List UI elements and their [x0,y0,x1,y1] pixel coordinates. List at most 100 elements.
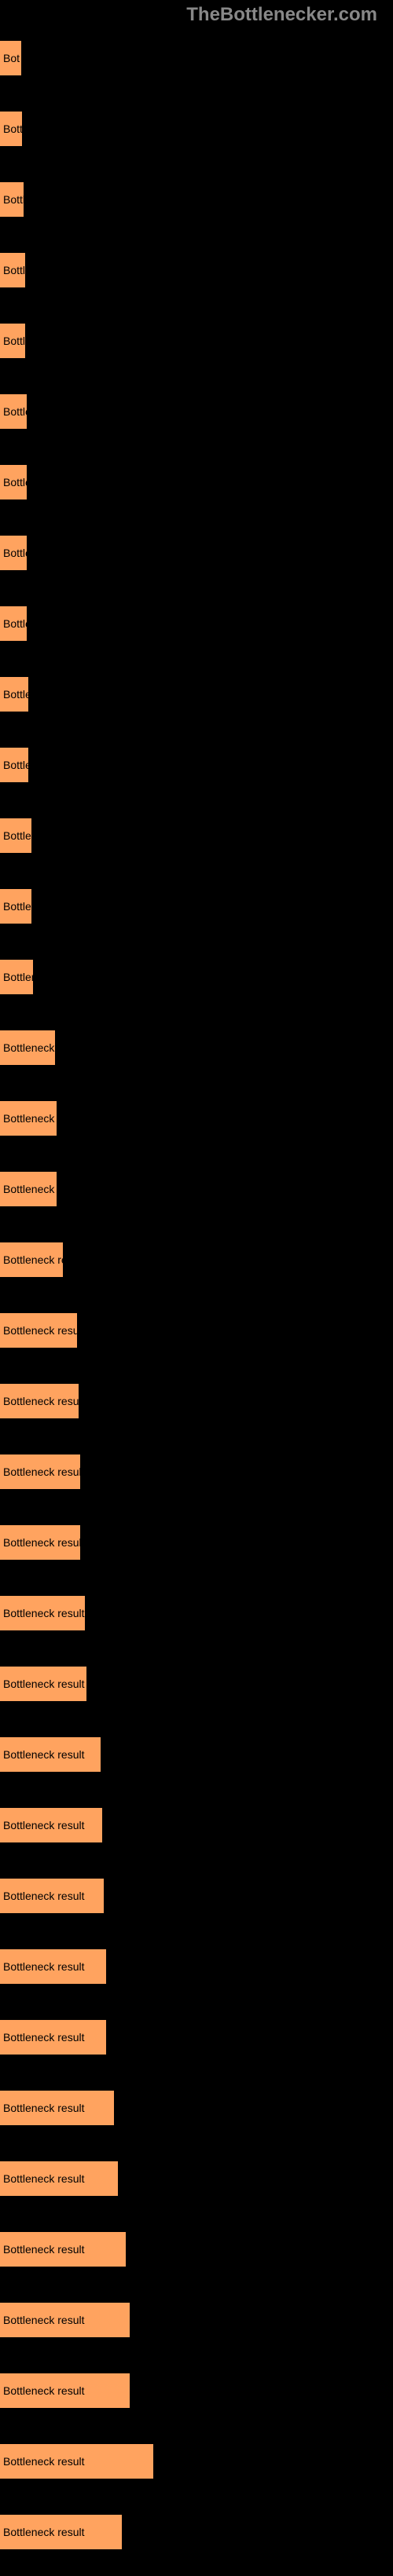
bar: Bottl [0,182,24,217]
bar-label: Bottle [3,688,31,701]
bar: Bottle [0,253,25,287]
bar-label: Bottleneck result [3,2384,85,2397]
bar-label: Bottle [3,617,31,630]
bar: Bottle [0,394,27,429]
bar-label: Bottle [3,335,31,347]
bar-row: Bottleneck result [0,1649,393,1718]
bar: Bottleneck result [0,1384,79,1418]
bar-label: Bottlene [3,829,43,842]
bar-row: Bottleneck result [0,2073,393,2142]
bar-row: Bottleneck result 4 [0,2427,393,2496]
bar-row: Bottlene [0,942,393,1012]
chart-container: BotBottBottlBottleBottleBottleBottleBott… [0,0,393,2576]
bar: Bottleneck result [0,2232,126,2267]
bar-label: Bottleneck result [3,2031,85,2044]
bar: Bottleneck result [0,1596,85,1630]
bar-label: Bottleneck result [3,2526,85,2538]
bar-row: Bottleneck result [0,2497,393,2567]
bar-row: Bottleneck result [0,1861,393,1930]
bar: Bottleneck result4 [0,2444,153,2479]
bar: Bottle [0,606,27,641]
bar-label: Bott [3,123,23,135]
bar-label: Bottleneck result [3,1819,85,1831]
bar: Bottleneck result [0,1879,104,1913]
bar: Bottle [0,324,25,358]
bar-row: Bottle [0,377,393,446]
bar-row: Bottle [0,448,393,517]
bar-label: Bot [3,52,20,64]
bar-row: Bottleneck result [0,1225,393,1294]
bar-row: Bottleneck result [0,1367,393,1436]
bar: Bottleneck result3 [0,2303,130,2337]
bar: Bot [0,41,21,75]
bar-label: Bottleneck result [3,1890,85,1902]
bar-label: Bottlene [3,900,43,913]
bar-label: Bottle [3,405,31,418]
bar: Bottleneck re [0,1030,55,1065]
bar-label: Bottleneck result [3,1112,85,1125]
bar: Bottleneck result3 [0,2373,130,2408]
bar: Bottler [0,748,28,782]
bar-label: Bottleneck result [3,1324,85,1337]
bar-row: Bottle [0,306,393,375]
bar-label: Bottleneck result [3,1395,85,1407]
bar-row: Bottleneck re [0,1013,393,1082]
bar: Bottleneck result [0,2020,106,2055]
bar-value: 3 [147,2384,153,2397]
bar-label: Bottle [3,476,31,488]
bar-label: Bottleneck result [3,2455,85,2468]
bar-row: Bottleneck result [0,1791,393,1860]
bar-label: Bottleneck result [3,1465,85,1478]
bar: Bottleneck result [0,1242,63,1277]
bar-row: Bottleneck result [0,1932,393,2001]
bar-row: Bottleneck result [0,1720,393,1789]
bar-row: Bottleneck result 3 [0,2285,393,2355]
bar-row: Bottlene [0,872,393,941]
bar: Bottle [0,465,27,499]
bar-label: Bottleneck result [3,1748,85,1761]
bar-row: Bottle [0,660,393,729]
bar-label: Bottleneck result [3,1607,85,1619]
bar-label: Bottleneck res [3,1183,73,1195]
bar-label: Bottleneck result [3,1678,85,1690]
bar-label: Bottleneck result [3,1536,85,1549]
bar-row: Bottleneck result [0,2215,393,2284]
bar: Bottleneck result [0,1808,102,1842]
bar-label: Bottleneck result [3,2172,85,2185]
bar-label: Bottleneck result [3,2314,85,2326]
bar: Bottleneck result [0,1454,80,1489]
bar-row: Bottle [0,518,393,587]
bar-row: Bottleneck res [0,1154,393,1224]
bar-row: Bottle [0,589,393,658]
bar-row: Bottleneck result [0,1296,393,1365]
bar-row: Bottl [0,165,393,234]
bar: Bottleneck result [0,1525,80,1560]
bar-row: Bot [0,24,393,93]
bar-row: Bottle [0,236,393,305]
bar-row: Bottlene [0,801,393,870]
bar: Bottle [0,536,27,570]
bar-row: Bottleneck result [0,1437,393,1506]
bar-row: Bottleneck result [0,2144,393,2213]
bar: Bottlene [0,889,31,924]
bar: Bottleneck res [0,1172,57,1206]
bar-row: Bottleneck result [0,1579,393,1648]
bar: Bottleneck result [0,2161,118,2196]
bar-value: 4 [171,2455,177,2468]
bar-row: Bottleneck result 3 [0,2356,393,2425]
watermark-text: TheBottlenecker.com [186,4,377,26]
bar-label: Bottler [3,759,35,771]
bar: Bottlene [0,818,31,853]
bar-label: Bottleneck result [3,1253,85,1266]
bar-label: Bottlene [3,971,43,983]
bar-label: Bottleneck result [3,2243,85,2256]
bar: Bottleneck result [0,1737,101,1772]
bar: Bottleneck result [0,2091,114,2125]
bar-label: Bottle [3,547,31,559]
bar-label: Bottl [3,193,25,206]
bar: Bottleneck result [0,1949,106,1984]
bar: Bottleneck result [0,1101,57,1136]
bar-row: Bott [0,94,393,163]
bar: Bottleneck result [0,1313,77,1348]
bar-value: 3 [147,2314,153,2326]
